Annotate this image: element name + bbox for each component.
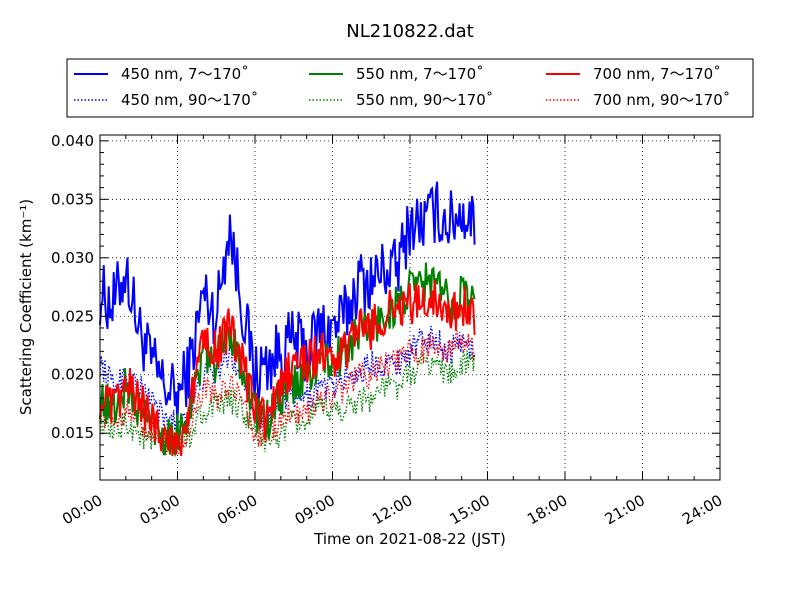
x-tick-label: 21:00 — [602, 491, 648, 528]
y-tick-label: 0.040 — [51, 132, 94, 150]
series-line — [99, 181, 476, 425]
x-tick-label: 24:00 — [679, 491, 725, 528]
y-axis-label: Scattering Coefficient (km⁻¹) — [17, 199, 35, 415]
y-tick-label: 0.030 — [51, 249, 94, 267]
x-tick-label: 00:00 — [59, 491, 105, 528]
legend-label: 700 nm, 7～170˚ — [593, 65, 721, 83]
legend-label: 550 nm, 7～170˚ — [356, 65, 484, 83]
legend-label: 450 nm, 90～170˚ — [121, 91, 258, 109]
y-tick-label: 0.020 — [51, 366, 94, 384]
series-line — [99, 279, 476, 457]
chart-legend: 450 nm, 7～170˚ 450 nm, 90～170˚ 550 nm, 7～1… — [66, 58, 754, 118]
x-tick-label: 12:00 — [369, 491, 415, 528]
plot-area: 00:00 03:00 06:00 09:00 12:00 15:00 18:00 21:00… — [51, 132, 725, 528]
x-tick-label: 03:00 — [137, 491, 183, 528]
legend-frame — [66, 58, 754, 118]
legend-label: 700 nm, 90～170˚ — [593, 91, 730, 109]
x-tick-label: 09:00 — [292, 491, 338, 528]
x-tick-label: 15:00 — [447, 491, 493, 528]
x-tick-label: 18:00 — [524, 491, 570, 528]
legend-label: 550 nm, 90～170˚ — [356, 91, 493, 109]
series-line — [99, 262, 476, 458]
y-tick-label: 0.035 — [51, 190, 94, 208]
chart-title: NL210822.dat — [346, 21, 473, 42]
y-tick-label: 0.025 — [51, 307, 94, 325]
legend-label: 450 nm, 7～170˚ — [121, 65, 249, 83]
x-axis-label: Time on 2021-08-22 (JST) — [313, 530, 506, 548]
series-line — [99, 330, 476, 455]
y-tick-label: 0.015 — [51, 424, 94, 442]
x-tick-label: 06:00 — [214, 491, 260, 528]
series-layer — [99, 181, 476, 458]
